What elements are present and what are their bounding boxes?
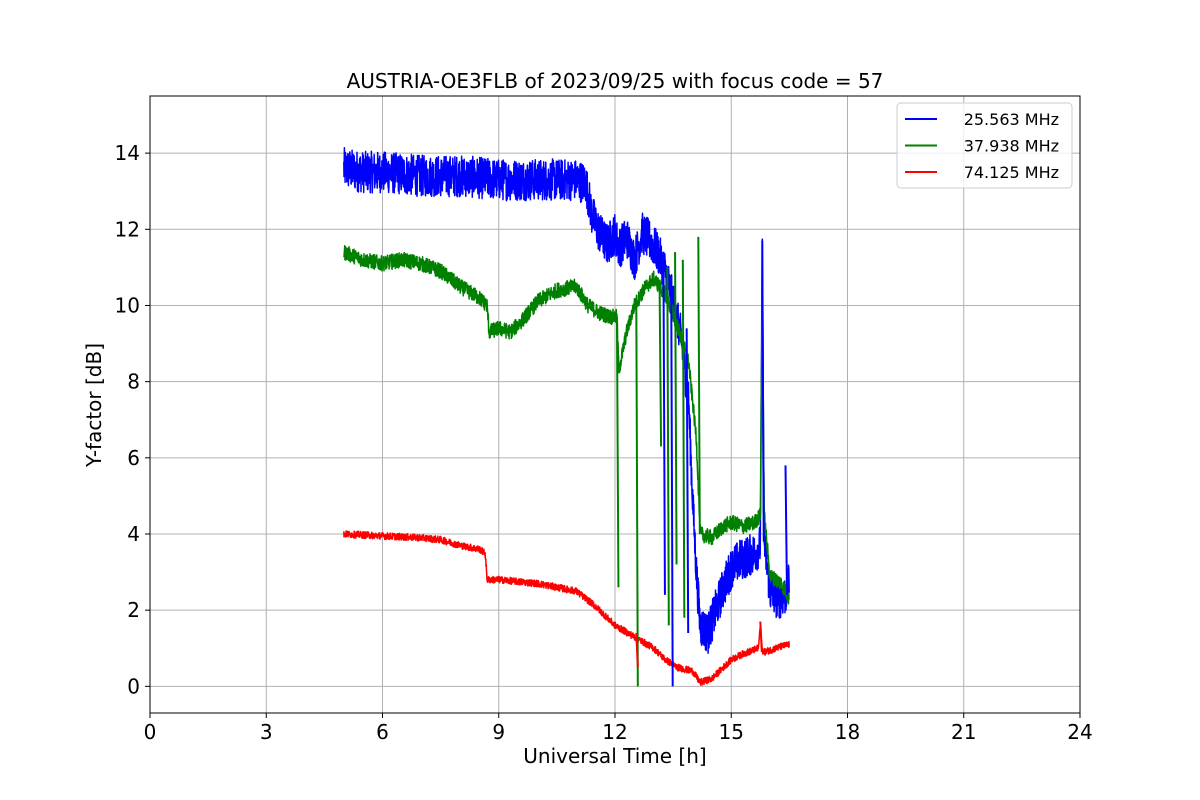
series-layer [343,146,790,687]
series-spike [670,275,674,687]
series-spike [635,632,639,668]
x-tick-label: 18 [835,720,860,744]
x-tick-label: 24 [1067,720,1092,744]
series-spike [615,316,620,588]
series-spike [658,282,663,447]
series-spike [666,267,670,626]
x-axis-label: Universal Time [h] [523,744,706,768]
chart-title: AUSTRIA-OE3FLB of 2023/09/25 with focus … [347,69,884,93]
y-tick-label: 4 [127,522,140,546]
x-tick-label: 3 [260,720,273,744]
legend-label-2: 37.938 MHz [964,137,1059,156]
series-spike [685,328,690,634]
series-line-3 [343,530,790,686]
series-spike [674,252,678,565]
y-axis-label: Y-factor [dB] [82,343,106,468]
series-spike [681,259,686,618]
x-tick-label: 0 [144,720,157,744]
y-tick-label: 6 [127,446,140,470]
x-tick-label: 6 [376,720,389,744]
x-tick-label: 21 [951,720,976,744]
series-spike [761,240,765,542]
x-tick-label: 12 [602,720,627,744]
y-tick-label: 12 [115,217,140,241]
series-spike [635,305,639,687]
y-tick-label: 0 [127,674,140,698]
x-tick-label: 9 [492,720,505,744]
y-tick-label: 8 [127,370,140,394]
legend: 25.563 MHz 37.938 MHz 74.125 MHz [896,102,1073,189]
y-tick-label: 14 [115,141,140,165]
series-spike [697,236,701,534]
series-line-1 [343,146,790,654]
legend-box [896,102,1073,189]
legend-label-1: 25.563 MHz [964,110,1059,129]
series-spike [662,259,666,595]
series-spike [784,465,788,595]
y-tick-label: 2 [127,598,140,622]
series-line-2 [343,245,790,605]
series-spike [759,621,763,653]
y-tick-label: 10 [115,293,140,317]
legend-label-3: 74.125 MHz [964,163,1059,182]
x-tick-label: 15 [719,720,744,744]
